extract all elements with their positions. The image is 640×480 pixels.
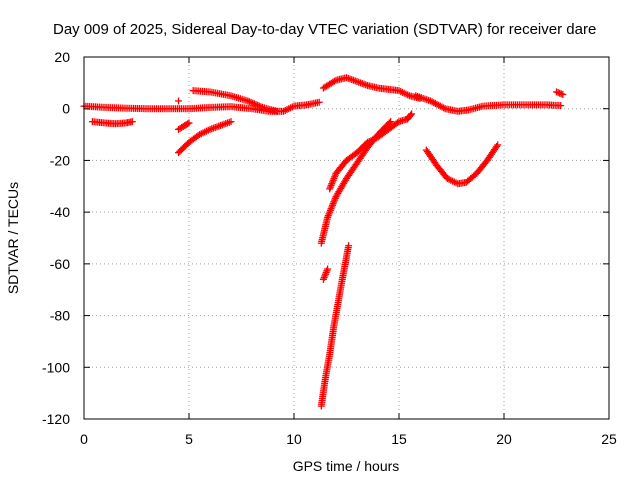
series-v-dip (422, 141, 502, 188)
y-tick-label: 0 (62, 101, 70, 117)
series-curve-b (326, 110, 416, 193)
y-tick-label: 20 (54, 49, 70, 65)
x-tick-label: 20 (496, 431, 512, 447)
chart-title: Day 009 of 2025, Sidereal Day-to-day VTE… (53, 21, 596, 38)
series-late-baseline (412, 92, 565, 115)
x-tick-label: 10 (286, 431, 302, 447)
series-spike-down (317, 242, 353, 410)
y-tick-label: -60 (50, 256, 70, 272)
y-tick-label: -80 (50, 308, 70, 324)
data-points (80, 74, 567, 410)
x-axis-label: GPS time / hours (293, 458, 400, 474)
y-tick-label: -20 (50, 152, 70, 168)
series-spike-short (319, 265, 332, 283)
series-short-4-5 (175, 119, 193, 133)
x-tick-label: 15 (391, 431, 407, 447)
y-axis-label: SDTVAR / TECUs (5, 182, 21, 294)
y-tick-label: -40 (50, 204, 70, 220)
series-baseline-main (80, 98, 323, 115)
y-tick-label: -120 (42, 411, 70, 427)
series-curve-a (317, 118, 395, 247)
x-tick-label: 5 (185, 431, 193, 447)
series-low-arc-early (88, 118, 136, 128)
x-tick-label: 25 (601, 431, 617, 447)
y-tick-label: -100 (42, 359, 70, 375)
x-tick-label: 0 (80, 431, 88, 447)
grid (84, 57, 609, 419)
series-blip-4.5 (175, 97, 182, 105)
plot-frame (83, 56, 610, 420)
series-peak-11-15 (319, 74, 424, 102)
series-end-blip (553, 88, 567, 98)
series-hump-5-9 (189, 87, 281, 115)
series-rise-4-7 (175, 118, 235, 157)
